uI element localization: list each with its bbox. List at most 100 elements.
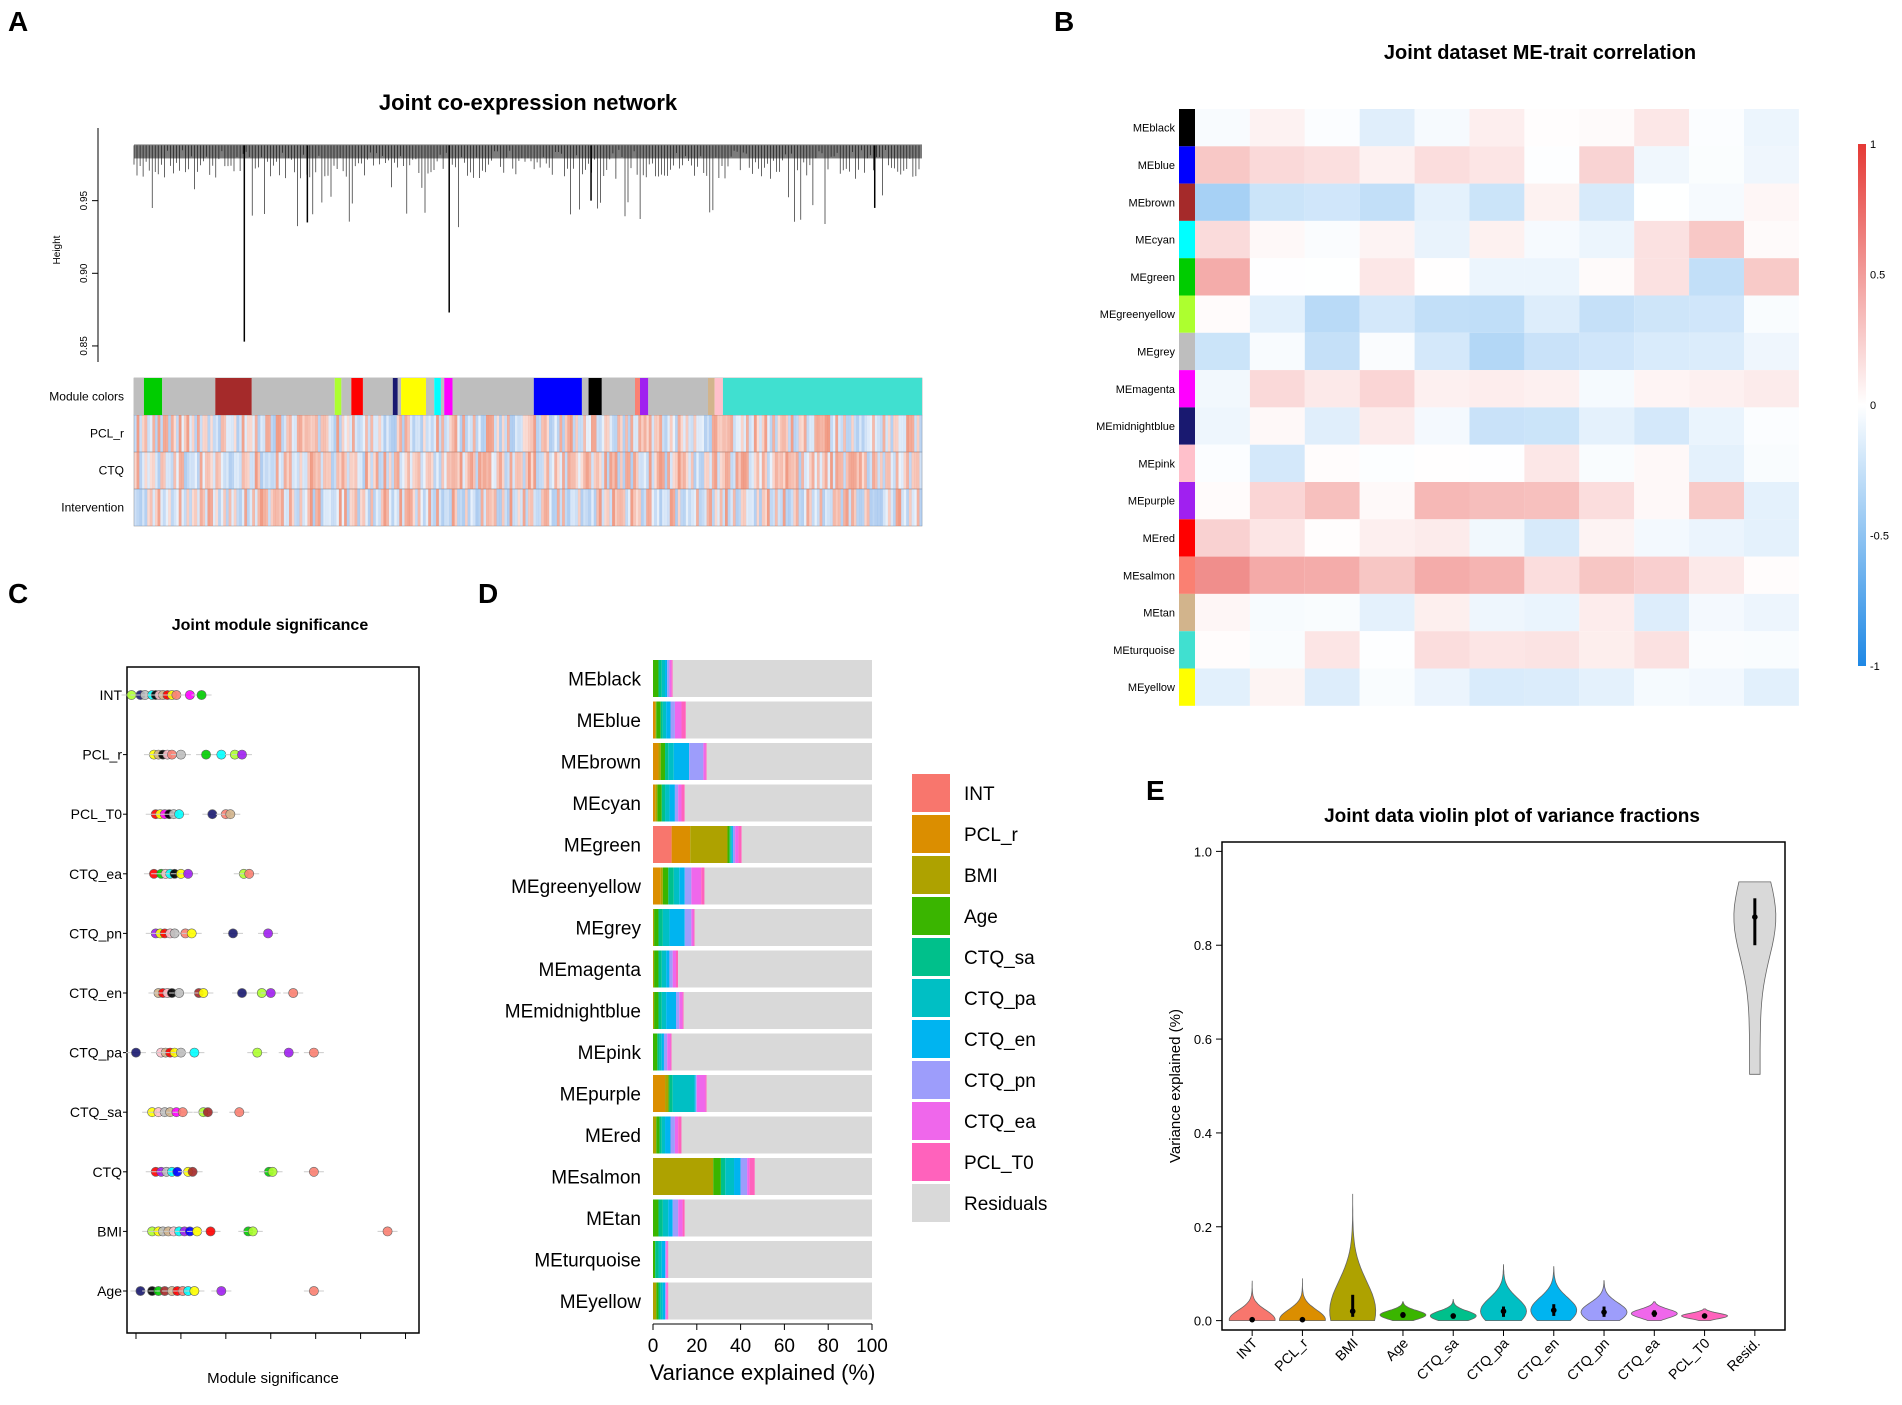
module-color-segment [533, 378, 582, 415]
trait-stripe [830, 452, 833, 489]
trait-stripe [323, 415, 326, 452]
heatmap-cell [1249, 295, 1305, 333]
trait-stripe [806, 415, 810, 452]
trait-stripe [848, 452, 852, 489]
trait-stripe [441, 415, 445, 452]
bar-segment [674, 784, 679, 822]
trait-stripe [246, 415, 250, 452]
trait-stripe [535, 452, 539, 489]
trait-stripe [906, 415, 909, 452]
trait-stripe [640, 415, 644, 452]
heatmap-cell [1304, 556, 1360, 594]
trait-stripe [178, 452, 182, 489]
trait-stripe [378, 415, 382, 452]
heatmap-cell [1524, 407, 1580, 445]
bar-segment [747, 1158, 750, 1195]
trait-stripe [302, 452, 305, 489]
trait-stripe [225, 415, 229, 452]
trait-stripe [357, 415, 361, 452]
trait-stripe [344, 415, 347, 452]
row-color-swatch [1179, 482, 1195, 520]
trait-stripe [693, 452, 697, 489]
trait-stripe [433, 452, 437, 489]
trait-stripe [483, 415, 487, 452]
trait-stripe [803, 415, 807, 452]
heatmap-cell [1359, 668, 1415, 706]
trait-stripe [157, 489, 161, 526]
trait-stripe [155, 489, 158, 526]
violin [1733, 881, 1777, 1075]
module-color-segment [434, 378, 441, 415]
trait-stripe [735, 415, 739, 452]
trait-stripe [790, 452, 794, 489]
significance-point [308, 1166, 319, 1177]
trait-stripe [798, 489, 802, 526]
trait-stripe [317, 415, 321, 452]
trait-stripe [204, 452, 208, 489]
y-tick-label: 0.0 [1194, 1314, 1212, 1329]
trait-stripe [233, 489, 237, 526]
bar-segment [674, 701, 682, 739]
trait-stripe [446, 489, 450, 526]
heatmap-cell [1524, 332, 1580, 371]
trait-stripe [554, 415, 558, 452]
bar-segment [667, 660, 670, 697]
category-label: MEred [585, 1126, 641, 1147]
trait-stripe [141, 415, 145, 452]
trait-stripe [365, 415, 368, 452]
trait-stripe [851, 452, 854, 489]
trait-stripe [853, 489, 857, 526]
trait-stripes [134, 452, 923, 489]
violin-median [1349, 1308, 1356, 1315]
trait-stripe [885, 489, 888, 526]
trait-stripe [370, 452, 374, 489]
trait-stripe [877, 415, 881, 452]
significance-point [176, 749, 186, 760]
trait-stripe [422, 489, 426, 526]
trait-stripe [648, 489, 652, 526]
heatmap-cell [1359, 631, 1415, 669]
trait-stripe [816, 452, 820, 489]
category-label: MEpink [578, 1043, 642, 1064]
bar-segment [675, 950, 679, 988]
trait-stripe [317, 452, 321, 489]
trait-stripe [901, 489, 904, 526]
significance-point [234, 1107, 245, 1118]
trait-stripe [278, 415, 282, 452]
significance-point [207, 809, 218, 820]
trait-stripe [315, 489, 318, 526]
trait-stripe [814, 489, 818, 526]
trait-stripe [753, 415, 757, 452]
trait-stripe [425, 489, 429, 526]
trait-stripe [136, 489, 140, 526]
trait-stripe [916, 489, 920, 526]
trait-stripe [861, 452, 865, 489]
trait-stripe [774, 452, 778, 489]
trait-stripe [638, 452, 642, 489]
trait-stripe [788, 489, 791, 526]
panel-d-stacked-bars: MEblack MEblue MEbrown MEcyan MEgreen MEgreen… [505, 660, 1047, 1385]
trait-stripe [638, 489, 642, 526]
category-label: BMI [97, 1223, 122, 1239]
violin-median [1299, 1316, 1306, 1323]
trait-stripe [354, 489, 358, 526]
bar-segment [653, 909, 655, 946]
bar-segment [668, 867, 674, 905]
trait-stripe [690, 452, 694, 489]
trait-stripe [307, 415, 311, 452]
trait-stripe [706, 452, 710, 489]
bar-segment [653, 1199, 659, 1237]
bar-segment [655, 1241, 659, 1278]
heatmap-cell [1249, 482, 1305, 520]
trait-stripe [262, 415, 266, 452]
bar-segment [653, 867, 661, 905]
trait-stripe [291, 415, 295, 452]
heatmap-cell [1195, 407, 1250, 445]
trait-stripe [252, 452, 255, 489]
row-label: Module colors [49, 390, 124, 404]
row-label: MEcyan [1135, 235, 1175, 247]
trait-stripe [630, 489, 634, 526]
trait-stripe [312, 489, 316, 526]
trait-stripe [310, 452, 313, 489]
bar-segment [691, 909, 694, 946]
